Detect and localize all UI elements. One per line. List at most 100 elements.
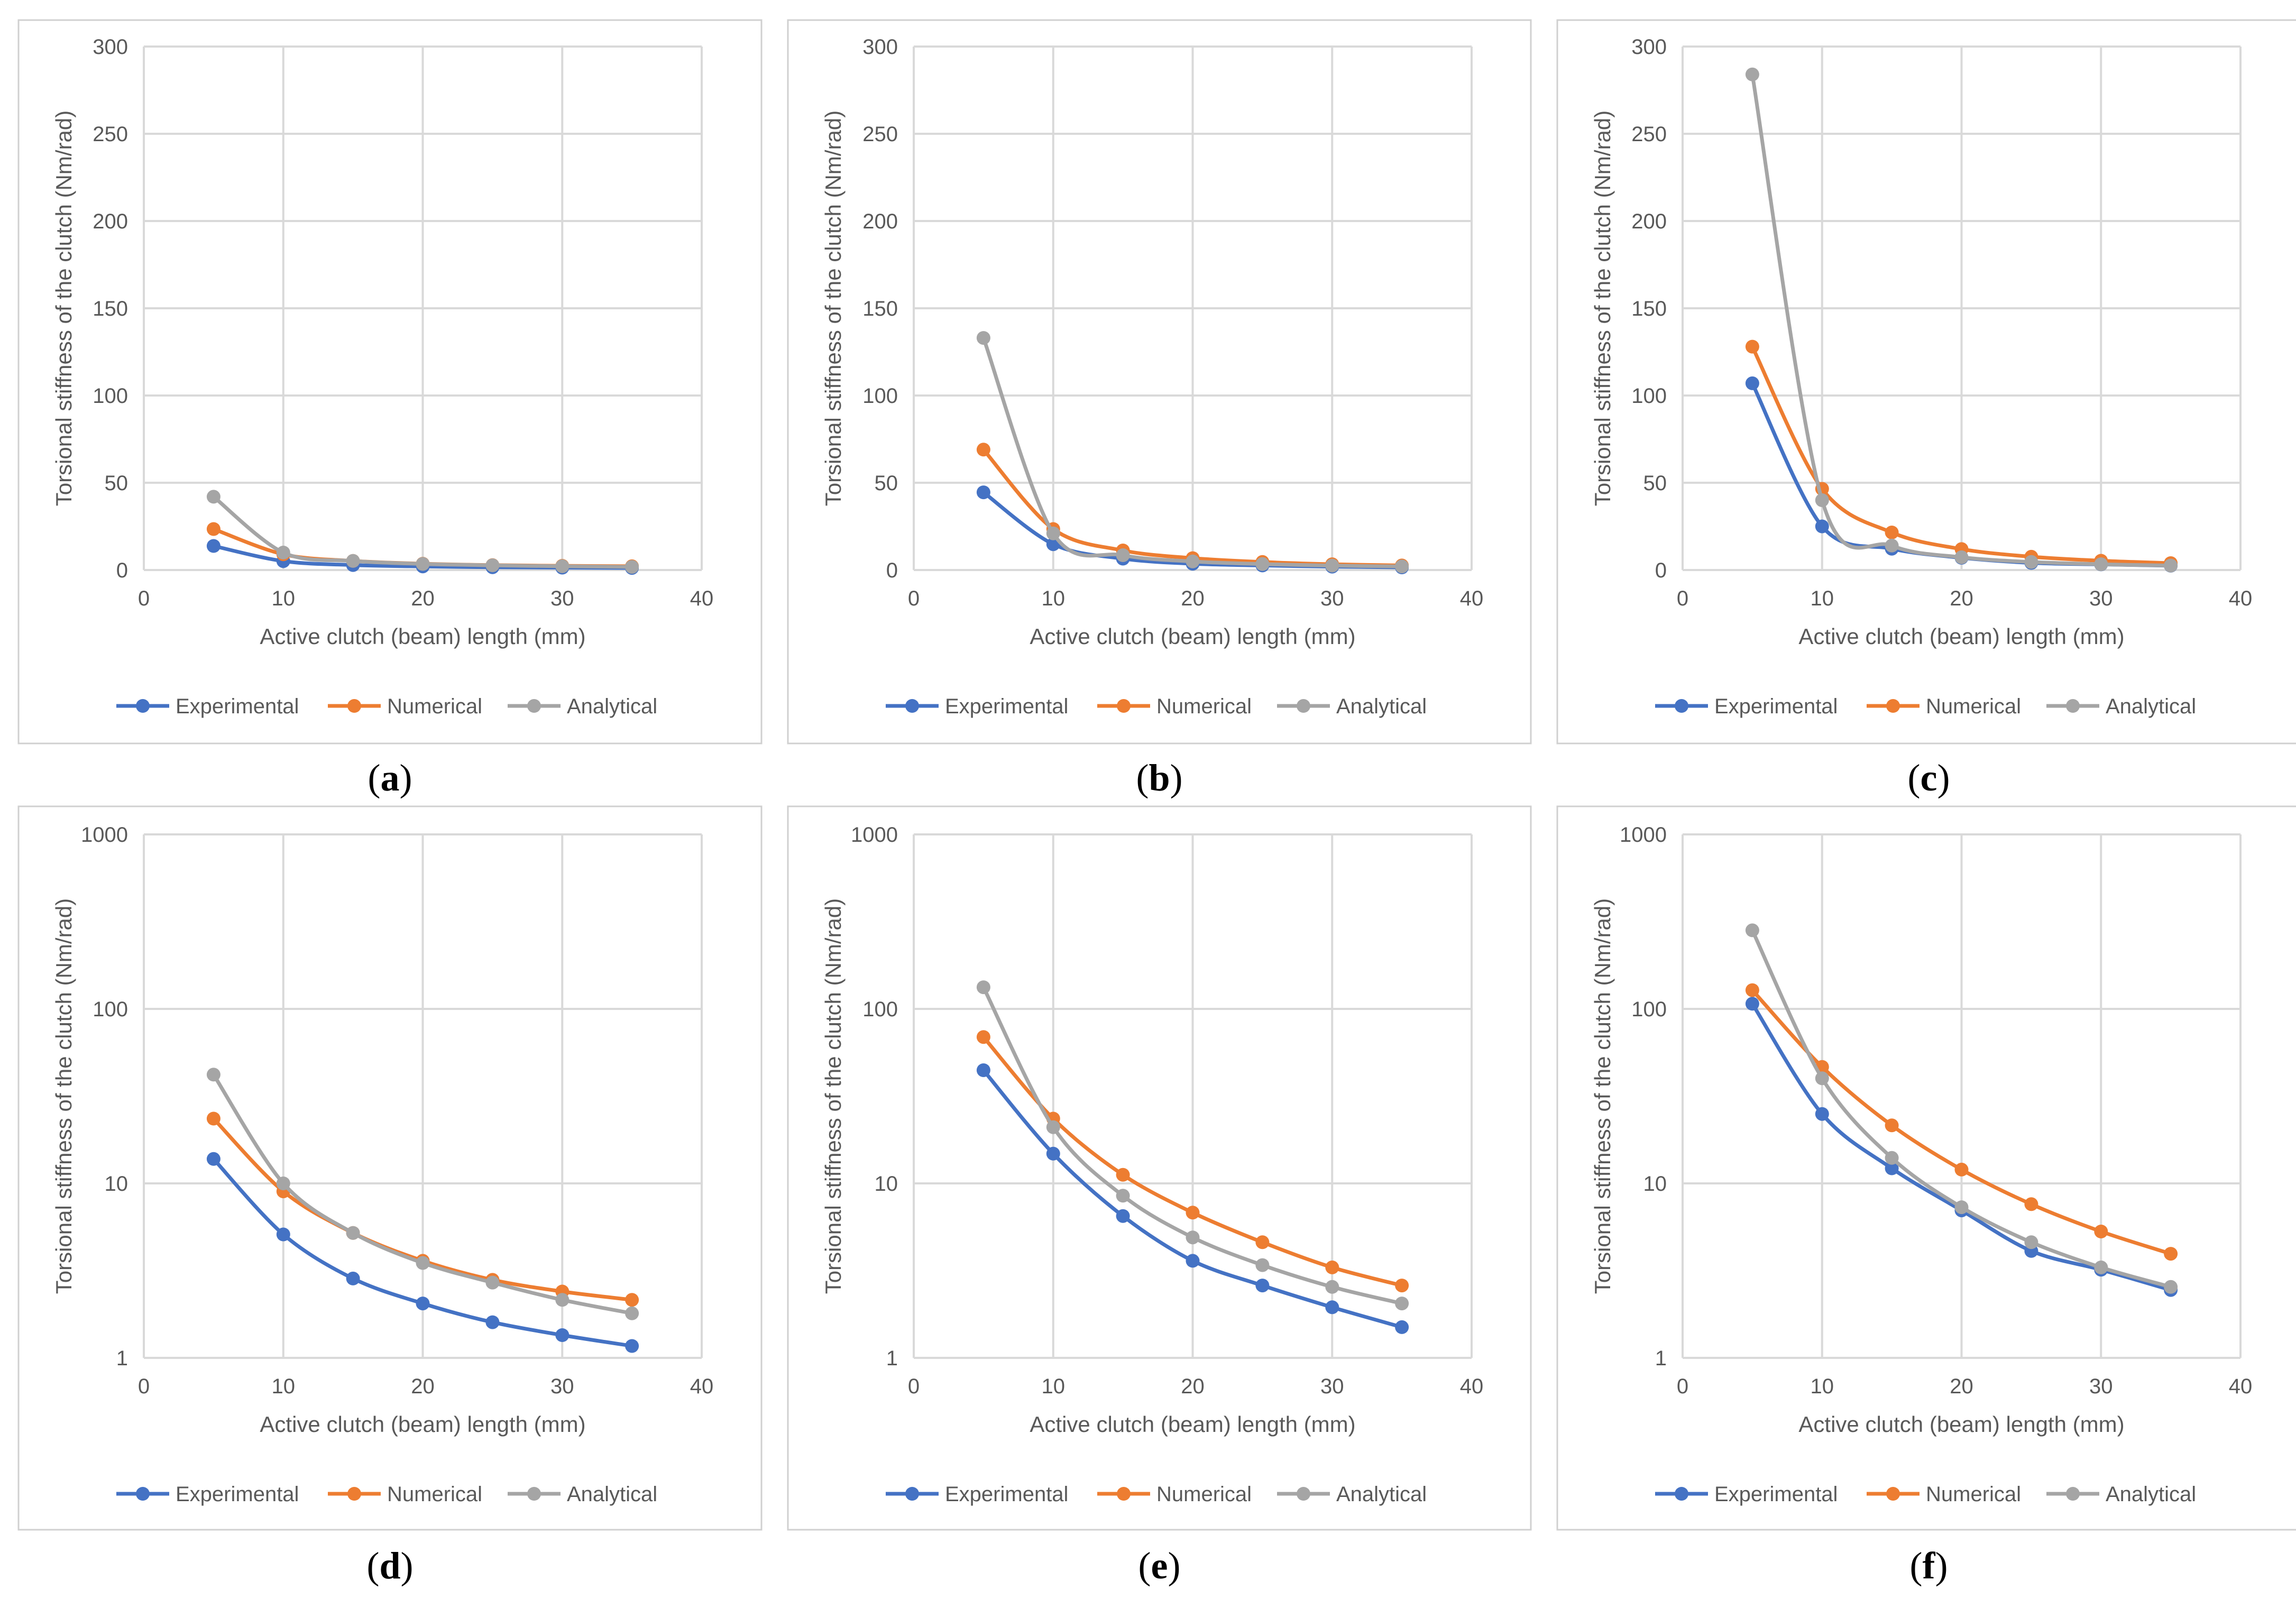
data-point-analytical (1325, 1280, 1339, 1294)
x-tick-label: 10 (272, 587, 296, 610)
legend-label-numerical: Numerical (1156, 1483, 1252, 1506)
x-tick-label: 20 (1950, 1375, 1973, 1398)
data-point-experimental (976, 1063, 990, 1077)
data-point-experimental (1815, 1107, 1829, 1121)
data-point-analytical (206, 490, 221, 504)
data-point-analytical (1116, 1189, 1130, 1203)
data-point-numerical (976, 443, 990, 457)
chart-frame (1556, 805, 2296, 1531)
data-point-analytical (1186, 554, 1200, 568)
data-point-experimental (485, 1315, 500, 1329)
y-tick-label: 10 (1643, 1172, 1667, 1196)
data-point-numerical (976, 1030, 990, 1044)
data-point-analytical (1954, 550, 1969, 564)
y-axis-title: Torsional stiffness of the clutch (Nm/ra… (1590, 111, 1615, 507)
data-point-numerical (1885, 526, 1899, 539)
panel-label: (b) (1136, 757, 1182, 799)
chart-panel-e: 1 10 100 1000 0 10 20 30 40 Active clutch (beam) … (787, 805, 1532, 1587)
y-tick-label: 0 (1655, 559, 1667, 582)
legend-label-analytical: Analytical (1336, 1483, 1427, 1506)
legend-label-experimental: Experimental (1714, 695, 1838, 718)
data-point-analytical (416, 557, 430, 571)
x-axis-title: Active clutch (beam) length (mm) (1030, 1412, 1355, 1437)
chart-frame (787, 19, 1532, 745)
x-tick-label: 20 (411, 1375, 435, 1398)
legend-marker-experimental (905, 699, 919, 713)
data-point-analytical (416, 1256, 430, 1270)
x-tick-label: 30 (2089, 587, 2113, 610)
data-point-analytical (1745, 923, 1759, 938)
legend-label-numerical: Numerical (1926, 695, 2021, 718)
data-point-analytical (1046, 1120, 1060, 1134)
data-point-analytical (2164, 558, 2178, 573)
data-point-analytical (1395, 1297, 1409, 1311)
y-tick-label: 10 (875, 1172, 898, 1196)
panel-label: (e) (1138, 1545, 1181, 1587)
data-point-experimental (1186, 1254, 1200, 1268)
chart-panel-a: 0 50 100 150 200 250 300 0 10 20 30 40 Active clutch… (17, 19, 763, 799)
y-tick-label: 100 (862, 998, 898, 1021)
y-tick-label: 1000 (1620, 823, 1667, 847)
legend-label-experimental: Experimental (1714, 1483, 1838, 1506)
panel-label: (a) (368, 757, 412, 799)
data-point-analytical (625, 1306, 639, 1320)
data-point-experimental (1255, 1279, 1270, 1293)
data-point-experimental (1885, 1161, 1899, 1175)
y-tick-label: 200 (1631, 210, 1667, 233)
data-point-analytical (1885, 1151, 1899, 1165)
data-point-experimental (1395, 1320, 1409, 1334)
legend-marker-analytical (2066, 1487, 2080, 1501)
data-point-analytical (485, 1275, 500, 1290)
legend-label-numerical: Numerical (387, 695, 482, 718)
y-tick-label: 100 (1631, 998, 1667, 1021)
y-tick-label: 10 (105, 1172, 128, 1196)
data-point-experimental (346, 1271, 360, 1285)
data-point-experimental (1745, 376, 1759, 390)
chart-panel-f: 1 10 100 1000 0 10 20 30 40 Active clutch (beam) … (1556, 805, 2296, 1587)
y-axis-title: Torsional stiffness of the clutch (Nm/ra… (51, 898, 76, 1294)
data-point-analytical (2094, 1260, 2108, 1274)
x-axis-title: Active clutch (beam) length (mm) (1798, 624, 2124, 649)
data-point-experimental (976, 485, 990, 500)
y-tick-label: 200 (93, 210, 128, 233)
chart-panel-c: 0 50 100 150 200 250 300 0 10 20 30 40 Active clutch… (1556, 19, 2296, 799)
data-point-experimental (625, 1339, 639, 1353)
data-point-experimental (1325, 1300, 1339, 1315)
legend-marker-numerical (1117, 1487, 1131, 1501)
data-point-experimental (416, 1297, 430, 1311)
data-point-experimental (276, 1227, 290, 1242)
x-tick-label: 30 (2089, 1375, 2113, 1398)
y-axis-title: Torsional stiffness of the clutch (Nm/ra… (821, 898, 846, 1294)
data-point-numerical (2094, 1225, 2108, 1238)
data-point-numerical (206, 522, 221, 536)
x-tick-label: 20 (1181, 587, 1205, 610)
data-point-numerical (625, 1293, 639, 1307)
data-point-analytical (206, 1068, 221, 1082)
data-point-analytical (1745, 67, 1759, 81)
legend-label-numerical: Numerical (1926, 1483, 2021, 1506)
x-tick-label: 40 (690, 1375, 714, 1398)
data-point-numerical (1255, 1235, 1270, 1249)
y-tick-label: 300 (93, 35, 128, 59)
x-tick-label: 40 (1460, 1375, 1484, 1398)
data-point-experimental (1815, 519, 1829, 534)
legend-label-experimental: Experimental (945, 1483, 1068, 1506)
data-point-numerical (1116, 1168, 1130, 1182)
x-tick-label: 0 (908, 587, 920, 610)
y-tick-label: 100 (862, 384, 898, 408)
x-tick-label: 10 (1811, 1375, 1834, 1398)
data-point-analytical (555, 1293, 570, 1307)
data-point-analytical (1255, 1258, 1270, 1272)
legend-label-analytical: Analytical (1336, 695, 1427, 718)
x-tick-label: 0 (138, 587, 150, 610)
y-tick-label: 50 (1643, 472, 1667, 495)
data-point-numerical (1745, 983, 1759, 997)
legend-label-analytical: Analytical (567, 1483, 657, 1506)
data-point-analytical (976, 980, 990, 995)
legend-marker-numerical (347, 1487, 361, 1501)
y-tick-label: 250 (1631, 123, 1667, 146)
chart-panel-d: 1 10 100 1000 0 10 20 30 40 Active clutch (beam) … (17, 805, 763, 1587)
data-point-analytical (1255, 557, 1270, 571)
panel-label: (f) (1910, 1545, 1948, 1587)
